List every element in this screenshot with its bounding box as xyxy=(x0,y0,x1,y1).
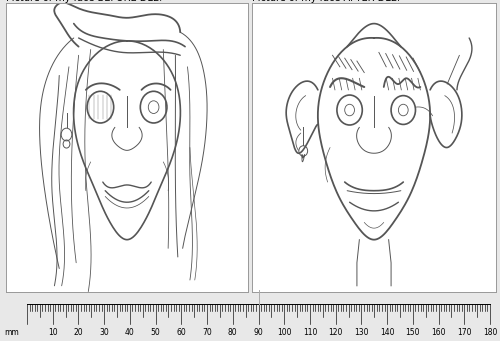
Text: Picture of my face BEFORE DLE:: Picture of my face BEFORE DLE: xyxy=(6,0,162,3)
Text: 60: 60 xyxy=(176,328,186,337)
Text: 90: 90 xyxy=(254,328,264,337)
Text: Picture of my face AFTER DLE:: Picture of my face AFTER DLE: xyxy=(252,0,400,3)
Text: 150: 150 xyxy=(406,328,420,337)
Text: 50: 50 xyxy=(150,328,160,337)
Text: 100: 100 xyxy=(277,328,291,337)
Text: 40: 40 xyxy=(125,328,135,337)
Text: 130: 130 xyxy=(354,328,368,337)
Text: 70: 70 xyxy=(202,328,212,337)
Text: 140: 140 xyxy=(380,328,394,337)
Text: 120: 120 xyxy=(328,328,343,337)
Text: 180: 180 xyxy=(483,328,497,337)
Text: 80: 80 xyxy=(228,328,237,337)
Text: 20: 20 xyxy=(74,328,84,337)
Text: 30: 30 xyxy=(100,328,109,337)
Text: 110: 110 xyxy=(303,328,317,337)
Text: mm: mm xyxy=(4,328,19,337)
Text: 170: 170 xyxy=(457,328,471,337)
Text: 10: 10 xyxy=(48,328,58,337)
Text: 160: 160 xyxy=(432,328,446,337)
